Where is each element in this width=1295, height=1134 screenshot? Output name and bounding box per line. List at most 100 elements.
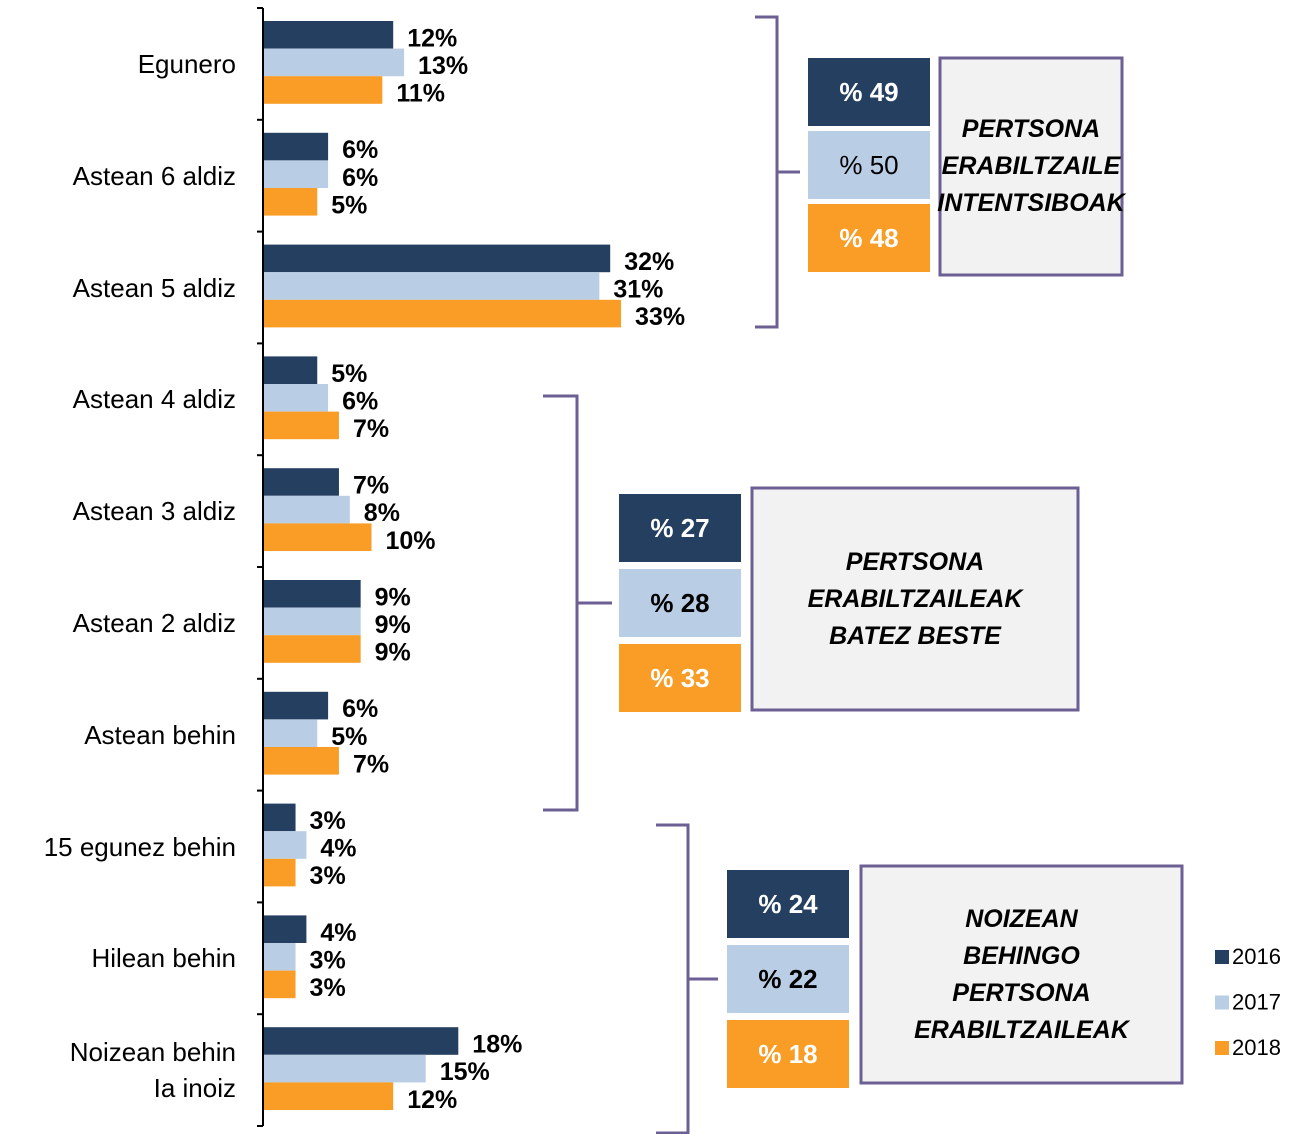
- bar: [263, 803, 296, 832]
- value-label: 7%: [353, 750, 389, 778]
- category-label: Astean 3 aldiz: [72, 496, 236, 527]
- bar: [263, 943, 296, 971]
- group-box: [859, 864, 1184, 1085]
- bar: [263, 523, 372, 551]
- year-box-label: % 22: [758, 964, 817, 994]
- category-label: Egunero: [137, 48, 236, 79]
- year-box-label: % 24: [758, 889, 818, 919]
- year-box-label: % 50: [839, 150, 898, 180]
- category-label: Noizean behin Ia inoiz: [69, 1037, 236, 1104]
- value-label: 4%: [320, 835, 356, 863]
- bar: [263, 299, 622, 328]
- value-label: 5%: [331, 723, 367, 751]
- value-label: 9%: [375, 583, 411, 611]
- bar: [263, 747, 339, 775]
- group-label: PERTSONA ERABILTZAILE INTENTSIBOAK: [937, 115, 1125, 217]
- year-box-label: % 48: [839, 223, 898, 253]
- value-label: 33%: [635, 303, 685, 331]
- value-label: 7%: [353, 472, 389, 500]
- value-label: 3%: [310, 807, 346, 835]
- value-label: 8%: [364, 499, 400, 527]
- value-label: 12%: [407, 1086, 457, 1114]
- bracket: [755, 15, 800, 329]
- legend-label: 2016: [1232, 944, 1281, 969]
- bar: [263, 244, 611, 273]
- year-box: [727, 945, 849, 1013]
- bar: [263, 188, 318, 216]
- bar: [263, 411, 339, 440]
- year-box: [727, 870, 849, 938]
- category-label: Astean 4 aldiz: [72, 384, 236, 415]
- legend-swatch: [1215, 950, 1229, 964]
- value-label: 9%: [375, 611, 411, 639]
- bar: [263, 1027, 459, 1055]
- year-box: [619, 494, 741, 562]
- bar: [263, 468, 339, 496]
- year-box: [808, 131, 930, 199]
- bar: [263, 132, 329, 161]
- bar: [263, 160, 329, 188]
- year-box: [619, 569, 741, 637]
- bar: [263, 970, 296, 999]
- bar: [263, 635, 361, 663]
- year-box-label: % 33: [650, 663, 709, 693]
- value-label: 9%: [375, 639, 411, 667]
- group-label: NOIZEAN BEHINGO PERTSONA ERABILTZAILEAK: [914, 904, 1129, 1044]
- value-label: 6%: [342, 695, 378, 723]
- bar: [263, 384, 329, 412]
- value-label: 15%: [440, 1058, 490, 1086]
- value-label: 5%: [331, 360, 367, 388]
- year-box: [619, 644, 741, 712]
- legend-label: 2017: [1232, 989, 1281, 1014]
- year-box: [808, 204, 930, 272]
- value-label: 3%: [310, 974, 346, 1002]
- year-box: [808, 58, 930, 126]
- bar: [263, 607, 361, 636]
- value-label: 13%: [418, 52, 468, 80]
- bar: [263, 858, 296, 887]
- bar: [263, 691, 329, 720]
- value-label: 31%: [613, 276, 663, 304]
- year-box-label: % 18: [758, 1039, 817, 1069]
- bar: [263, 831, 307, 859]
- group-box: [938, 56, 1124, 277]
- value-label: 12%: [407, 24, 457, 52]
- bar: [263, 21, 394, 49]
- bar: [263, 76, 383, 104]
- value-label: 4%: [320, 919, 356, 947]
- bar: [263, 356, 318, 384]
- bar: [263, 48, 405, 77]
- value-label: 3%: [310, 862, 346, 890]
- category-label: Astean 2 aldiz: [72, 607, 236, 638]
- value-label: 5%: [331, 191, 367, 219]
- value-label: 10%: [386, 527, 436, 555]
- year-box: [727, 1020, 849, 1088]
- legend-label: 2018: [1232, 1035, 1281, 1060]
- bar: [263, 1082, 394, 1110]
- value-label: 6%: [342, 164, 378, 192]
- legend-swatch: [1215, 1041, 1229, 1055]
- value-label: 18%: [472, 1031, 522, 1059]
- group-box: [750, 486, 1080, 712]
- bar: [263, 915, 307, 943]
- bracket: [543, 394, 612, 812]
- value-label: 7%: [353, 415, 389, 443]
- bar: [263, 272, 600, 300]
- category-label: 15 egunez behin: [43, 831, 236, 862]
- category-label: Astean behin: [84, 719, 236, 750]
- bar: [263, 495, 350, 524]
- bar: [263, 1054, 426, 1083]
- category-label: Hilean behin: [91, 943, 236, 974]
- group-label: PERTSONA ERABILTZAILEAK BATEZ BESTE: [807, 547, 1023, 650]
- category-label: Astean 6 aldiz: [72, 160, 236, 191]
- year-box-label: % 49: [839, 77, 898, 107]
- value-label: 11%: [396, 80, 445, 108]
- year-box-label: % 27: [650, 513, 709, 543]
- value-label: 6%: [342, 387, 378, 415]
- value-label: 32%: [624, 248, 674, 276]
- bracket: [656, 823, 718, 1134]
- legend-swatch: [1215, 995, 1229, 1010]
- value-label: 6%: [342, 136, 378, 164]
